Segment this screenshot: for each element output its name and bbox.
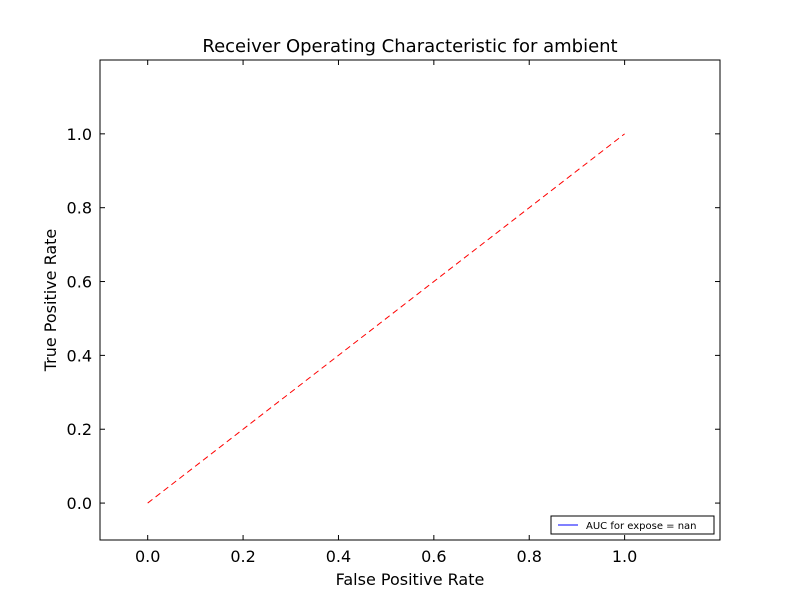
legend-entry-auc: AUC for expose = nan bbox=[586, 521, 697, 532]
x-tick-label: 0.0 bbox=[135, 547, 160, 566]
y-axis-label: True Positive Rate bbox=[41, 229, 60, 373]
y-tick-label: 0.4 bbox=[67, 346, 92, 365]
x-tick-label: 0.2 bbox=[230, 547, 255, 566]
x-tick-label: 0.6 bbox=[421, 547, 446, 566]
x-axis-ticks: 0.0 0.2 0.4 0.6 0.8 1.0 bbox=[135, 60, 637, 566]
x-tick-label: 1.0 bbox=[612, 547, 637, 566]
x-tick-label: 0.4 bbox=[326, 547, 351, 566]
y-tick-label: 0.2 bbox=[67, 420, 92, 439]
x-axis-label: False Positive Rate bbox=[336, 570, 485, 589]
y-tick-label: 1.0 bbox=[67, 125, 92, 144]
y-tick-label: 0.0 bbox=[67, 494, 92, 513]
plot-frame bbox=[99, 59, 721, 541]
y-tick-label: 0.6 bbox=[67, 273, 92, 292]
plot-area bbox=[147, 133, 625, 504]
x-tick-label: 0.8 bbox=[517, 547, 542, 566]
y-tick-label: 0.8 bbox=[67, 199, 92, 218]
legend-box bbox=[550, 515, 715, 535]
diagonal-reference-line bbox=[147, 133, 625, 504]
legend: AUC for expose = nan bbox=[550, 515, 715, 535]
y-axis-ticks: 0.0 0.2 0.4 0.6 0.8 1.0 bbox=[67, 125, 720, 513]
chart-title: Receiver Operating Characteristic for am… bbox=[202, 36, 617, 57]
